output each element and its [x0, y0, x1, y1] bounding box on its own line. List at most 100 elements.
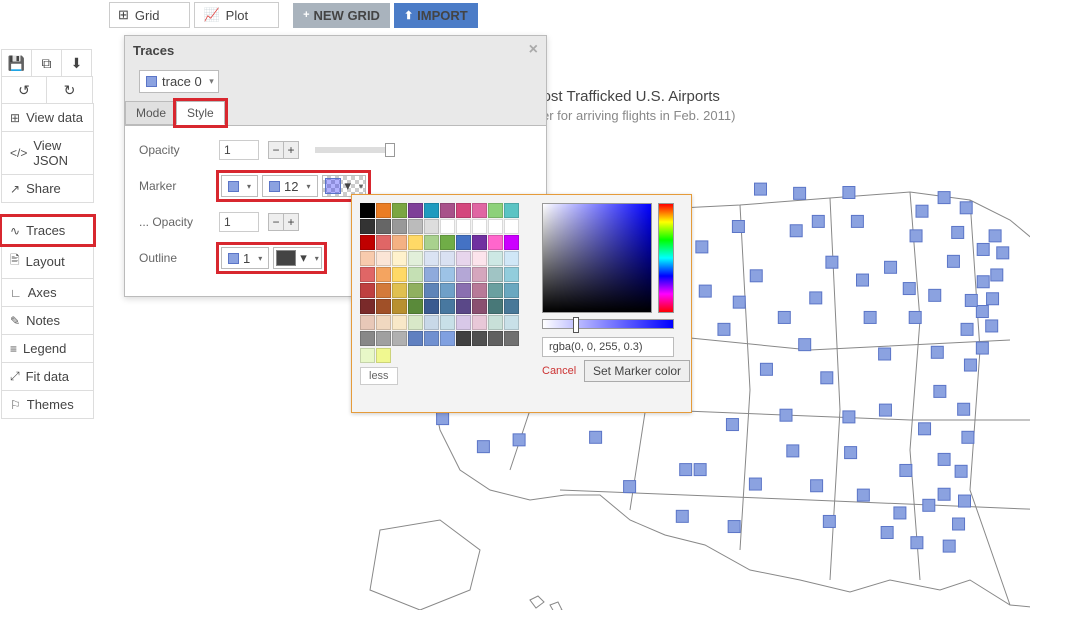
airport-marker[interactable]: [749, 478, 761, 490]
swatch[interactable]: [488, 331, 503, 346]
swatch[interactable]: [504, 315, 519, 330]
swatch[interactable]: [472, 203, 487, 218]
airport-marker[interactable]: [919, 423, 931, 435]
airport-marker[interactable]: [821, 372, 833, 384]
swatch[interactable]: [472, 331, 487, 346]
airport-marker[interactable]: [955, 465, 967, 477]
airport-marker[interactable]: [879, 348, 891, 360]
airport-marker[interactable]: [977, 243, 989, 255]
sidebar-item-fitdata[interactable]: ⤢ Fit data: [1, 362, 94, 391]
airport-marker[interactable]: [696, 241, 708, 253]
swatch[interactable]: [392, 203, 407, 218]
swatch[interactable]: [392, 299, 407, 314]
airport-marker[interactable]: [857, 489, 869, 501]
sidebar-item-themes[interactable]: ⚐ Themes: [1, 390, 94, 419]
airport-marker[interactable]: [962, 431, 974, 443]
swatch[interactable]: [408, 219, 423, 234]
airport-marker[interactable]: [755, 183, 767, 195]
alpha-slider[interactable]: [542, 319, 674, 329]
airport-marker[interactable]: [934, 385, 946, 397]
swatch[interactable]: [376, 267, 391, 282]
swatch[interactable]: [376, 203, 391, 218]
swatch[interactable]: [408, 203, 423, 218]
airport-marker[interactable]: [750, 270, 762, 282]
sidebar-item-viewjson[interactable]: </> View JSON: [1, 131, 94, 175]
airport-marker[interactable]: [864, 311, 876, 323]
tab-mode[interactable]: Mode: [125, 101, 177, 125]
trace-select[interactable]: trace 0: [139, 70, 219, 93]
swatch[interactable]: [488, 203, 503, 218]
airport-marker[interactable]: [943, 540, 955, 552]
airport-marker[interactable]: [965, 294, 977, 306]
swatch[interactable]: [424, 267, 439, 282]
swatch[interactable]: [392, 331, 407, 346]
airport-marker[interactable]: [857, 274, 869, 286]
swatch[interactable]: [360, 235, 375, 250]
airport-marker[interactable]: [718, 323, 730, 335]
swatch[interactable]: [360, 251, 375, 266]
swatch[interactable]: [440, 219, 455, 234]
swatch[interactable]: [456, 331, 471, 346]
sidebar-item-notes[interactable]: ✎ Notes: [1, 306, 94, 335]
airport-marker[interactable]: [799, 339, 811, 351]
swatch[interactable]: [360, 267, 375, 282]
swatch[interactable]: [472, 283, 487, 298]
swatch[interactable]: [472, 315, 487, 330]
swatch[interactable]: [488, 283, 503, 298]
swatch[interactable]: [408, 331, 423, 346]
tab-plot[interactable]: 📈 Plot: [194, 2, 279, 28]
swatch[interactable]: [360, 331, 375, 346]
airport-marker[interactable]: [513, 434, 525, 446]
swatch[interactable]: [504, 219, 519, 234]
tab-grid[interactable]: ⊞ Grid: [109, 2, 190, 28]
airport-marker[interactable]: [923, 499, 935, 511]
airport-marker[interactable]: [726, 419, 738, 431]
swatch[interactable]: [392, 219, 407, 234]
swatch[interactable]: [440, 299, 455, 314]
airport-marker[interactable]: [843, 411, 855, 423]
airport-marker[interactable]: [676, 510, 688, 522]
airport-marker[interactable]: [778, 311, 790, 323]
airport-marker[interactable]: [624, 481, 636, 493]
airport-marker[interactable]: [845, 447, 857, 459]
swatch[interactable]: [408, 251, 423, 266]
airport-marker[interactable]: [760, 363, 772, 375]
swatch[interactable]: [376, 235, 391, 250]
swatch[interactable]: [440, 251, 455, 266]
swatch[interactable]: [440, 331, 455, 346]
airport-marker[interactable]: [787, 445, 799, 457]
swatch[interactable]: [456, 251, 471, 266]
airport-marker[interactable]: [909, 311, 921, 323]
airport-marker[interactable]: [881, 527, 893, 539]
swatch[interactable]: [440, 267, 455, 282]
swatch[interactable]: [456, 203, 471, 218]
swatch[interactable]: [376, 315, 391, 330]
swatch[interactable]: [376, 283, 391, 298]
airport-marker[interactable]: [437, 413, 449, 425]
swatch[interactable]: [456, 219, 471, 234]
swatch[interactable]: [360, 283, 375, 298]
swatch[interactable]: [440, 235, 455, 250]
airport-marker[interactable]: [976, 306, 988, 318]
swatch[interactable]: [392, 235, 407, 250]
swatch[interactable]: [376, 251, 391, 266]
swatch[interactable]: [504, 267, 519, 282]
swatch[interactable]: [392, 315, 407, 330]
airport-marker[interactable]: [938, 192, 950, 204]
outline-width-select[interactable]: 1: [221, 247, 269, 269]
swatch[interactable]: [488, 251, 503, 266]
airport-marker[interactable]: [953, 518, 965, 530]
mopacity-dec[interactable]: −: [268, 213, 284, 231]
airport-marker[interactable]: [590, 431, 602, 443]
airport-marker[interactable]: [960, 202, 972, 214]
swatch[interactable]: [472, 299, 487, 314]
swatch[interactable]: [456, 267, 471, 282]
airport-marker[interactable]: [810, 292, 822, 304]
swatch[interactable]: [504, 331, 519, 346]
swatch[interactable]: [504, 251, 519, 266]
airport-marker[interactable]: [997, 247, 1009, 259]
airport-marker[interactable]: [987, 293, 999, 305]
swatch[interactable]: [360, 348, 375, 363]
swatch[interactable]: [408, 283, 423, 298]
close-icon[interactable]: ×: [529, 41, 538, 59]
